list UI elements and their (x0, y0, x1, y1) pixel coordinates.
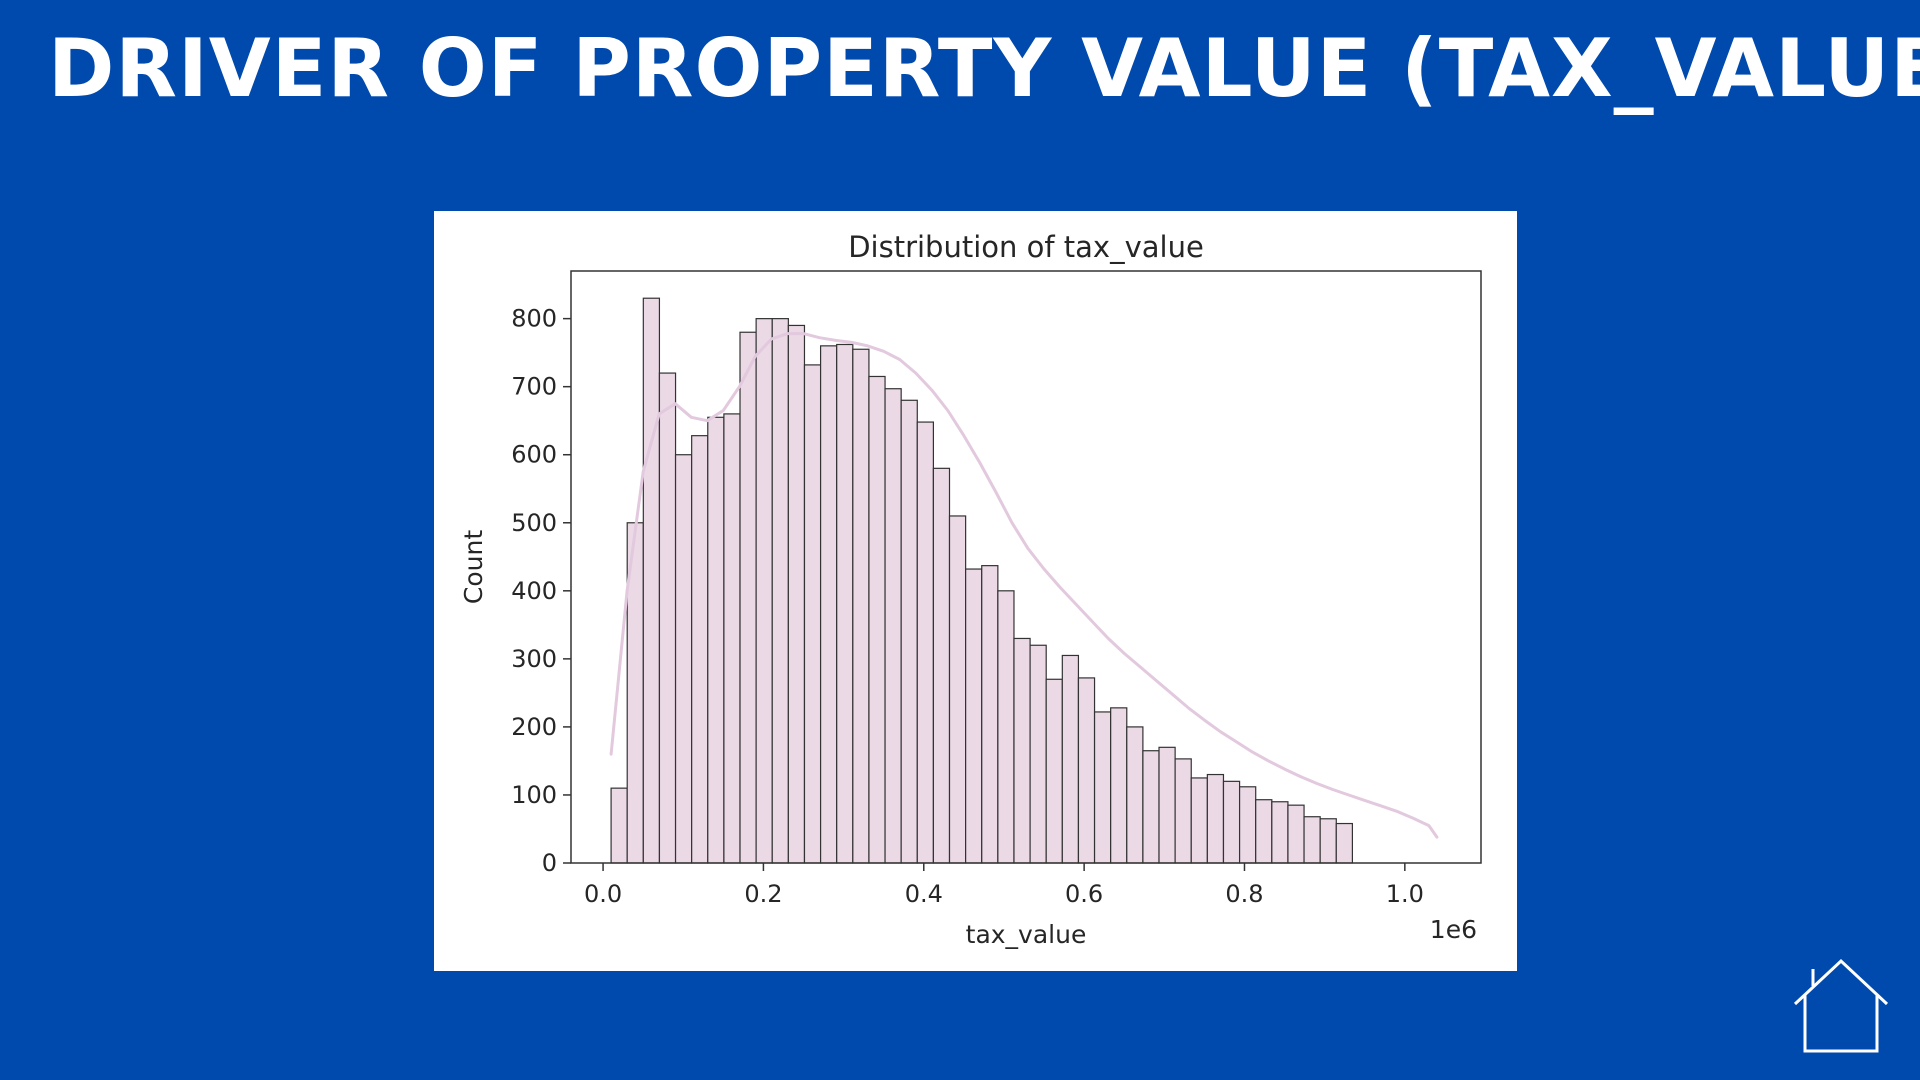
histogram-bar (932, 467, 951, 864)
kde-curve (609, 332, 1439, 839)
histogram-bars (610, 297, 1353, 864)
histogram-bar (819, 345, 838, 864)
histogram-bar (884, 388, 902, 864)
histogram-bar (948, 515, 967, 864)
histogram-bar (1013, 637, 1031, 864)
x-tick-label: 1.0 (1386, 880, 1424, 908)
histogram-bar (1335, 822, 1353, 864)
histogram-bar (1142, 750, 1160, 864)
y-tick-label: 200 (511, 713, 557, 741)
histogram-bar (997, 590, 1015, 864)
slide-title: DRIVER OF PROPERTY VALUE (TAX_VALUE) (48, 22, 1920, 115)
y-axis-label: Count (459, 530, 488, 604)
histogram-bar (771, 318, 789, 864)
y-tick-label: 100 (511, 781, 557, 809)
y-tick-label: 500 (511, 509, 557, 537)
histogram-bar (1238, 786, 1257, 864)
y-tick-label: 600 (511, 441, 557, 469)
histogram-bar (787, 324, 806, 864)
histogram-chart: 0.0 0.2 0.4 0.6 0.8 1.0 0 100 200 300 400 500 600 70… (459, 230, 1482, 949)
histogram-bar (803, 364, 822, 864)
plot-frame (570, 270, 1482, 864)
histogram-bar (691, 435, 709, 864)
histogram-bar (1093, 711, 1112, 864)
histogram-bar (739, 331, 757, 864)
histogram-bar (1222, 780, 1241, 864)
histogram-bar (1158, 746, 1176, 864)
y-tick-label: 0 (542, 849, 557, 877)
chart-title: Distribution of tax_value (848, 230, 1204, 264)
histogram-bar (981, 565, 999, 864)
histogram-bar (1319, 818, 1337, 864)
x-axis-scale-label: 1e6 (1430, 915, 1477, 944)
histogram-bar (610, 787, 628, 864)
histogram-bar (707, 416, 725, 864)
histogram-bar (1303, 816, 1321, 864)
histogram-bar (1287, 804, 1305, 864)
histogram-bar (1126, 726, 1144, 864)
histogram-bar (1110, 707, 1128, 864)
x-tick-label: 0.6 (1065, 880, 1103, 908)
histogram-bar (852, 348, 870, 864)
histogram-bar (1029, 644, 1047, 864)
x-tick-label: 0.4 (905, 880, 943, 908)
histogram-bar (836, 343, 854, 864)
chart-card: 0.0 0.2 0.4 0.6 0.8 1.0 0 100 200 300 400 500 600 70… (434, 211, 1517, 971)
histogram-bar (1045, 678, 1063, 864)
y-tick-label: 300 (511, 645, 557, 673)
histogram-bar (868, 375, 886, 864)
histogram-bar (1061, 654, 1080, 864)
histogram-bar (1206, 773, 1225, 864)
histogram-bar (1077, 677, 1096, 864)
x-axis-label: tax_value (966, 920, 1087, 949)
y-tick-label: 800 (511, 305, 557, 333)
y-tick-label: 700 (511, 373, 557, 401)
y-tick-label: 400 (511, 577, 557, 605)
home-icon[interactable] (1792, 958, 1890, 1054)
histogram-bar (1190, 777, 1208, 864)
histogram-bar (1255, 799, 1273, 864)
x-tick-label: 0.0 (584, 880, 622, 908)
y-axis-ticks: 0 100 200 300 400 500 600 700 800 (511, 305, 571, 877)
x-tick-label: 0.2 (744, 880, 782, 908)
histogram-bar (723, 413, 741, 864)
x-tick-label: 0.8 (1225, 880, 1263, 908)
histogram-bar (642, 297, 661, 864)
histogram-bar (755, 318, 773, 864)
histogram-bar (900, 399, 918, 864)
histogram-bar (658, 372, 677, 864)
histogram-bar (1271, 801, 1289, 864)
histogram-bar (965, 568, 983, 864)
x-axis-ticks: 0.0 0.2 0.4 0.6 0.8 1.0 (584, 863, 1424, 908)
histogram-bar (1174, 758, 1192, 864)
histogram-bar (674, 454, 693, 864)
histogram-bar (916, 421, 934, 864)
